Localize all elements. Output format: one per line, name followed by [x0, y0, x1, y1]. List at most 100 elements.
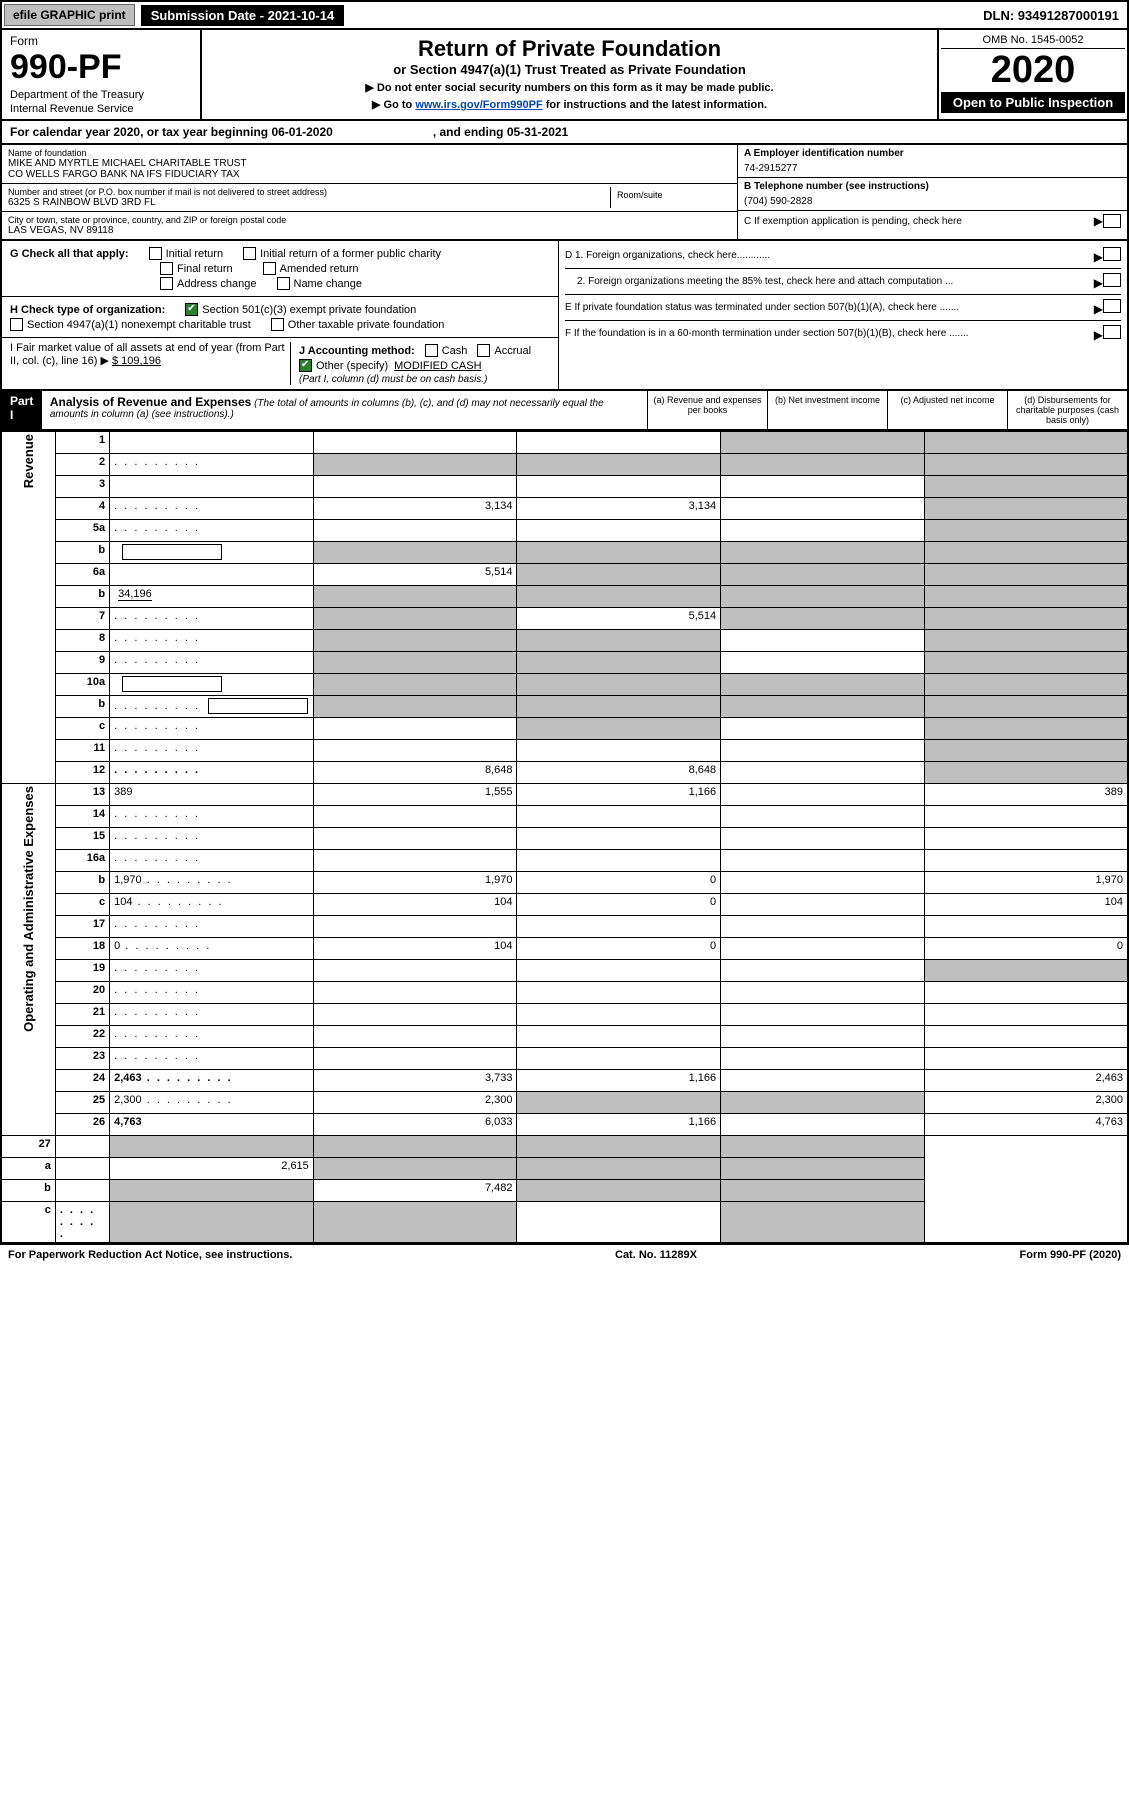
- col-b-header: (b) Net investment income: [767, 391, 887, 429]
- line-number: 8: [55, 630, 109, 652]
- col-a-header: (a) Revenue and expenses per books: [647, 391, 767, 429]
- line-description: [110, 652, 314, 674]
- cal-year-begin: For calendar year 2020, or tax year begi…: [10, 125, 333, 139]
- line-number: 12: [55, 762, 109, 784]
- part1-title: Analysis of Revenue and Expenses: [50, 395, 251, 409]
- col-d-value: [924, 1026, 1128, 1048]
- col-c-value: [517, 1136, 721, 1158]
- line-description: [55, 1136, 109, 1158]
- checkbox-f[interactable]: [1103, 325, 1121, 339]
- col-c-value: [721, 1026, 925, 1048]
- goto-pre: ▶ Go to: [372, 99, 415, 111]
- h-label: H Check type of organization:: [10, 304, 165, 316]
- col-a-value: 3,733: [313, 1070, 517, 1092]
- col-d-value: [924, 1004, 1128, 1026]
- col-c-value: [721, 1048, 925, 1070]
- col-a-value: [313, 608, 517, 630]
- line-number: 18: [55, 938, 109, 960]
- col-a-value: [313, 674, 517, 696]
- line-number: a: [1, 1158, 55, 1180]
- line-description: [110, 476, 314, 498]
- col-a-value: 6,033: [313, 1114, 517, 1136]
- checkbox-c[interactable]: [1103, 214, 1121, 228]
- col-b-value: [517, 1026, 721, 1048]
- line-description: [55, 1180, 109, 1202]
- c-exemption-label: C If exemption application is pending, c…: [744, 216, 962, 227]
- col-d-value: 104: [924, 894, 1128, 916]
- form-header: Form 990-PF Department of the Treasury I…: [0, 30, 1129, 121]
- col-b-value: [517, 696, 721, 718]
- checkbox-e[interactable]: [1103, 299, 1121, 313]
- checkbox-other-taxable[interactable]: [271, 318, 284, 331]
- goto-post: for instructions and the latest informat…: [543, 99, 767, 111]
- ein-value: 74-2915277: [744, 163, 1121, 174]
- line-number: 2: [55, 454, 109, 476]
- line-number: 17: [55, 916, 109, 938]
- col-c-value: [517, 1158, 721, 1180]
- part1-table: Revenue12343,1343,1345ab6a5,514b 34,1967…: [0, 431, 1129, 1244]
- col-c-value: [721, 916, 925, 938]
- col-d-value: 389: [924, 784, 1128, 806]
- col-b-value: 3,134: [517, 498, 721, 520]
- d1-label: D 1. Foreign organizations, check here..…: [565, 250, 770, 261]
- opt-address-change: Address change: [177, 278, 257, 290]
- col-d-value: [924, 850, 1128, 872]
- irs-link[interactable]: www.irs.gov/Form990PF: [415, 99, 542, 111]
- col-a-value: [313, 652, 517, 674]
- efile-print-button[interactable]: efile GRAPHIC print: [4, 4, 135, 26]
- line-description: 2,463: [110, 1070, 314, 1092]
- section-side-label: Revenue: [1, 432, 55, 784]
- checkbox-accrual[interactable]: [477, 344, 490, 357]
- col-d-value: [924, 806, 1128, 828]
- col-d-value: [924, 1048, 1128, 1070]
- col-d-value: [924, 476, 1128, 498]
- tel-label: B Telephone number (see instructions): [744, 181, 929, 192]
- col-d-value: [924, 586, 1128, 608]
- opt-other-taxable: Other taxable private foundation: [288, 319, 445, 331]
- col-d-value: [924, 542, 1128, 564]
- col-b-value: 0: [517, 872, 721, 894]
- part1-header-row: Part I Analysis of Revenue and Expenses …: [0, 391, 1129, 431]
- col-c-value: [721, 762, 925, 784]
- line-description: [110, 674, 314, 696]
- line-number: 6a: [55, 564, 109, 586]
- line-description: [110, 608, 314, 630]
- line-description: [110, 718, 314, 740]
- line-description: 0: [110, 938, 314, 960]
- e-label: E If private foundation status was termi…: [565, 302, 959, 313]
- line-description: [110, 740, 314, 762]
- col-a-value: 3,134: [313, 498, 517, 520]
- line-number: 13: [55, 784, 109, 806]
- checkbox-cash[interactable]: [425, 344, 438, 357]
- line-number: b: [55, 586, 109, 608]
- opt-accrual: Accrual: [494, 345, 531, 357]
- col-b-value: [517, 542, 721, 564]
- col-d-value: [924, 432, 1128, 454]
- checkbox-address-change[interactable]: [160, 277, 173, 290]
- col-b-value: 1,166: [517, 1070, 721, 1092]
- col-d-value: [924, 740, 1128, 762]
- col-b-value: [517, 740, 721, 762]
- checkbox-501c3[interactable]: [185, 303, 198, 316]
- col-a-value: [313, 454, 517, 476]
- col-a-value: [313, 586, 517, 608]
- checkbox-d1[interactable]: [1103, 247, 1121, 261]
- col-a-value: [313, 740, 517, 762]
- checkbox-d2[interactable]: [1103, 273, 1121, 287]
- name-label: Name of foundation: [8, 148, 731, 158]
- checkbox-name-change[interactable]: [277, 277, 290, 290]
- checkbox-4947a1[interactable]: [10, 318, 23, 331]
- checkbox-initial-former[interactable]: [243, 247, 256, 260]
- opt-final-return: Final return: [177, 263, 233, 275]
- checkbox-final-return[interactable]: [160, 262, 173, 275]
- checkbox-amended-return[interactable]: [263, 262, 276, 275]
- line-description: [110, 1048, 314, 1070]
- line-description: 1,970: [110, 872, 314, 894]
- col-c-value: [721, 740, 925, 762]
- line-number: 26: [55, 1114, 109, 1136]
- checkbox-initial-return[interactable]: [149, 247, 162, 260]
- paperwork-notice: For Paperwork Reduction Act Notice, see …: [8, 1249, 292, 1261]
- checkbox-other-method[interactable]: [299, 359, 312, 372]
- line-description: 4,763: [110, 1114, 314, 1136]
- col-c-value: [721, 1114, 925, 1136]
